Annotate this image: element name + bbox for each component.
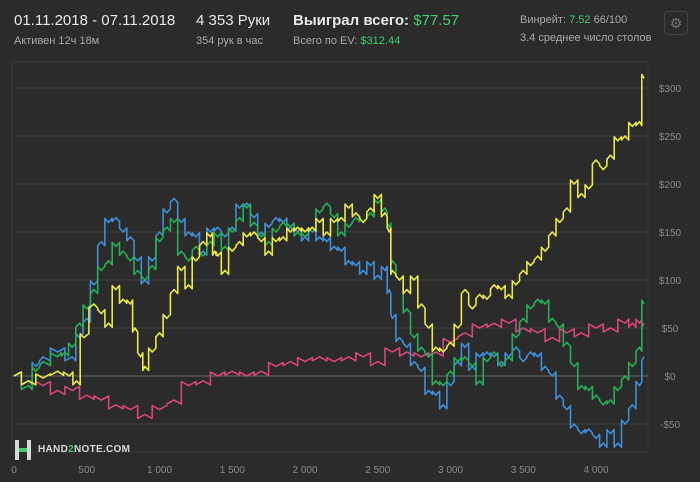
x-tick-label: 2 500 xyxy=(365,465,390,476)
hands-block: 4 353 Руки 354 рук в час xyxy=(196,12,270,47)
x-tick-label: 1 500 xyxy=(220,465,245,476)
plot-area xyxy=(11,61,649,453)
series-line-yellow xyxy=(13,73,645,386)
hand2note-logo-text: HAND2NOTE.COM xyxy=(38,444,131,455)
series-line-blue xyxy=(13,197,645,448)
y-tick-label: $250 xyxy=(659,132,682,143)
x-tick-label: 1 000 xyxy=(147,465,172,476)
hand2note-logo-icon xyxy=(15,440,31,460)
date-range: 01.11.2018 - 07.11.2018 xyxy=(14,12,176,29)
x-tick-label: 3 000 xyxy=(438,465,463,476)
y-tick-label: $150 xyxy=(659,228,682,239)
winrate: Винрейт: 7.52 66/100 xyxy=(520,14,652,26)
hands-per-hour: 354 рук в час xyxy=(196,35,264,47)
date-block: 01.11.2018 - 07.11.2018 Активен 12ч 18м xyxy=(14,12,175,47)
gear-icon[interactable]: ⚙ xyxy=(664,11,688,35)
won-label: Выиграл всего: xyxy=(293,12,410,29)
avg-tables: 3.4 среднее число столов xyxy=(520,32,652,44)
x-tick-label: 2 000 xyxy=(292,465,317,476)
active-time: Активен 12ч 18м xyxy=(14,35,100,47)
x-tick-label: 0 xyxy=(11,465,17,476)
y-tick-label: $0 xyxy=(664,372,676,383)
winrate-value: 7.52 xyxy=(569,14,591,26)
series-line-green xyxy=(13,198,645,406)
winrate-label: Винрейт: xyxy=(520,14,567,26)
y-tick-label: -$50 xyxy=(660,420,680,431)
y-tick-label: $50 xyxy=(662,324,679,335)
series-line-pink xyxy=(13,318,645,420)
y-tick-label: $300 xyxy=(659,84,682,95)
x-tick-label: 500 xyxy=(78,465,95,476)
winrate-hands: 66/100 xyxy=(593,14,628,26)
y-tick-label: $200 xyxy=(659,180,682,191)
ev-label: Всего по EV: xyxy=(293,35,358,47)
winrate-block: Винрейт: 7.52 66/100 3.4 среднее число с… xyxy=(520,14,652,44)
x-tick-label: 4 000 xyxy=(583,465,608,476)
winnings-block: Выиграл всего: $77.57 Всего по EV: $312.… xyxy=(293,12,459,47)
summary-header: 01.11.2018 - 07.11.2018 Активен 12ч 18м … xyxy=(0,0,700,60)
ev-value: $312.44 xyxy=(360,35,401,47)
won-value: $77.57 xyxy=(413,12,460,29)
won-total: Выиграл всего: $77.57 xyxy=(293,12,459,29)
hands-count: 4 353 Руки xyxy=(196,12,271,29)
x-tick-label: 3 500 xyxy=(511,465,536,476)
ev-total: Всего по EV: $312.44 xyxy=(293,35,459,47)
y-tick-label: $100 xyxy=(659,276,682,287)
